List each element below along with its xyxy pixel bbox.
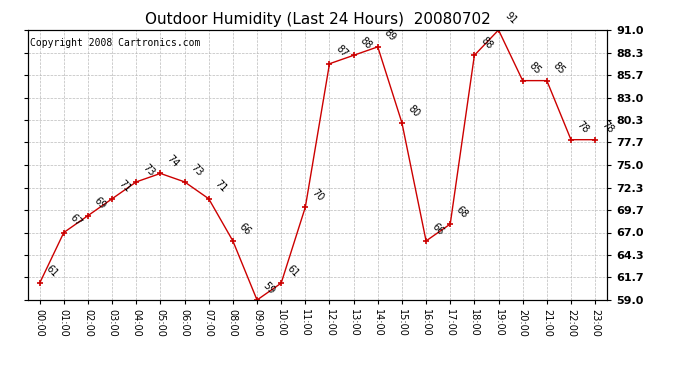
Title: Outdoor Humidity (Last 24 Hours)  20080702: Outdoor Humidity (Last 24 Hours) 2008070… [144, 12, 491, 27]
Text: 78: 78 [575, 120, 591, 135]
Text: 61: 61 [44, 263, 59, 279]
Text: 61: 61 [286, 263, 301, 279]
Text: 88: 88 [479, 35, 494, 51]
Text: 80: 80 [406, 103, 422, 118]
Text: 69: 69 [92, 196, 108, 211]
Text: 73: 73 [189, 162, 204, 178]
Text: 88: 88 [358, 35, 373, 51]
Text: 89: 89 [382, 27, 397, 43]
Text: 68: 68 [455, 204, 470, 220]
Text: 73: 73 [141, 162, 156, 178]
Text: Copyright 2008 Cartronics.com: Copyright 2008 Cartronics.com [30, 38, 201, 48]
Text: 85: 85 [551, 61, 566, 76]
Text: 71: 71 [117, 179, 132, 195]
Text: 59: 59 [262, 280, 277, 296]
Text: 71: 71 [213, 179, 228, 195]
Text: 66: 66 [431, 221, 446, 237]
Text: 67: 67 [68, 213, 83, 228]
Text: 66: 66 [237, 221, 253, 237]
Text: 70: 70 [310, 187, 325, 203]
Text: 74: 74 [165, 153, 180, 169]
Text: 85: 85 [527, 61, 542, 76]
Text: 78: 78 [600, 120, 615, 135]
Text: 91: 91 [503, 10, 518, 26]
Text: 87: 87 [334, 44, 349, 60]
